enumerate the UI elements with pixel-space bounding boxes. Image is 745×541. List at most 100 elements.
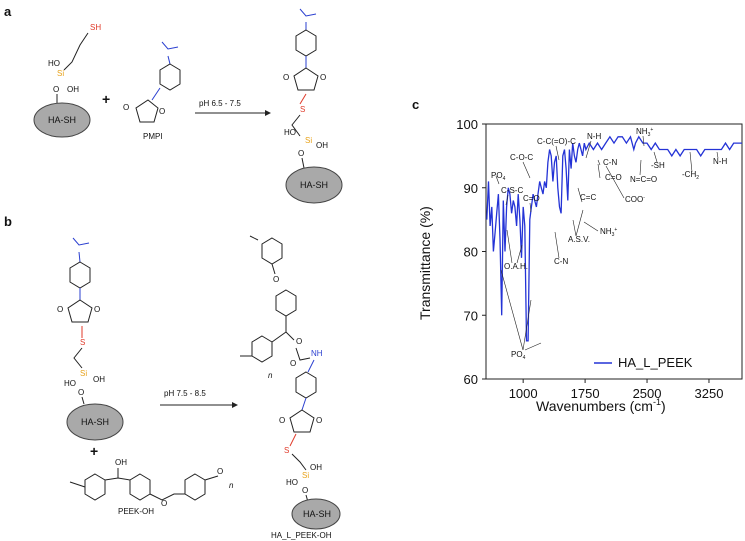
y-tick-label-2: 80 [464, 245, 478, 260]
spectrum-line [486, 135, 742, 342]
y-tick-label-0: 60 [464, 372, 478, 387]
ann-asv: A.S.V. [568, 235, 590, 244]
peek-right-terminal [204, 475, 219, 481]
b-plus-sign: + [90, 443, 98, 459]
pb-ring-phenyl [295, 371, 317, 399]
peek-ring-2 [129, 473, 151, 501]
b-si-o [81, 396, 85, 405]
pb-chain [291, 453, 307, 471]
x-axis-label: Wavenumbers (cm-1) [536, 397, 666, 414]
pmpi-benzene-ring [159, 63, 181, 91]
ann-c-s-c: C-S-C [501, 186, 523, 195]
peek-ring-3 [184, 473, 206, 501]
maleimide-o-1: O [123, 103, 129, 112]
product-a-ho: HO [284, 128, 296, 137]
pb-ring-mid [275, 289, 297, 317]
ann-po4-bottom: PO4 [511, 350, 526, 361]
peek-repeat-n: n [229, 481, 234, 490]
pmpi-n-bond [151, 87, 161, 101]
ha-sh-particle [33, 102, 91, 138]
pb-oxygen: O [302, 486, 308, 495]
peek-ether-o: O [161, 499, 167, 508]
pb-oh: OH [310, 463, 322, 472]
ann-c-o-low: C=O [523, 194, 540, 203]
x-axis-label-main: Wavenumbers (cm [536, 398, 653, 414]
y-tick-label-4: 100 [456, 117, 478, 132]
ann-c-o-c: C-O-C [510, 153, 533, 162]
oxygen-label: O [53, 85, 59, 94]
peek-end-o: O [217, 467, 223, 476]
condition-a: pH 6.5 - 7.5 [199, 99, 241, 108]
pb-terminal-top [249, 235, 259, 241]
annotation-leaders [495, 135, 719, 351]
b-silicon: Si [80, 369, 87, 378]
peek-ring-1 [84, 473, 106, 501]
pb-o-2: O [316, 416, 322, 425]
arrowhead-b [232, 402, 238, 408]
pmpi-label: PMPI [143, 132, 163, 141]
product-a-o-1: O [283, 73, 289, 82]
pb-sulfur: S [284, 446, 289, 455]
pb-repeat-n: n [268, 371, 273, 380]
pb-nh: NH [311, 349, 323, 358]
pb-particle-label: HA-SH [303, 509, 331, 519]
silicon-label: Si [57, 69, 64, 78]
x-axis-label-sup: -1 [653, 397, 661, 407]
pb-carbonyl-o: O [290, 359, 296, 368]
panel-label-b: b [4, 214, 12, 229]
product-a-silicon: Si [305, 136, 312, 145]
b-ho: HO [64, 379, 76, 388]
pb-imide-n [301, 397, 307, 411]
y-axis-label: Transmittance (%) [417, 206, 433, 320]
pb-ring-left [251, 335, 273, 363]
ann-ncо: N=C=O [630, 175, 657, 184]
product-a-particle-label: HA-SH [300, 180, 328, 190]
b-chain [73, 347, 83, 369]
maleimide-ring [135, 99, 159, 123]
ann-nh3-2: NH3+ [636, 127, 653, 138]
b-particle-label: HA-SH [81, 417, 109, 427]
b-sulfur: S [80, 338, 85, 347]
product-a-benzene [295, 29, 317, 57]
b-oh: OH [93, 375, 105, 384]
product-a-oxygen: O [298, 149, 304, 158]
x-axis-ticks: 1000 1750 2500 3250 [509, 379, 723, 401]
isocyanate-group [161, 41, 179, 50]
ann-c-n-1: C-N [603, 158, 617, 167]
ann-oah: O.A.H. [504, 262, 528, 271]
product-a-succinimide [293, 67, 319, 91]
pb-o-link-1 [271, 263, 276, 275]
pb-ho: HO [286, 478, 298, 487]
ann-coo: COO- [625, 195, 645, 204]
x-axis-label-close: ) [661, 398, 666, 414]
product-a-oh: OH [316, 141, 328, 150]
ann-n-h-2: N-H [713, 157, 727, 166]
isocyanate-n-bond [167, 55, 171, 65]
x-tick-label-1: 1750 [571, 386, 600, 401]
b-benzene [69, 261, 91, 289]
peek-methine-link [104, 477, 131, 481]
pb-ring-top [261, 237, 283, 265]
maleimide-o-2: O [159, 107, 165, 116]
pb-carbamate [295, 347, 311, 361]
pb-o-1: O [279, 416, 285, 425]
y-tick-label-1: 70 [464, 308, 478, 323]
condition-b: pH 7.5 - 8.5 [164, 389, 206, 398]
propyl-chain [63, 32, 89, 71]
pb-methine-link [271, 331, 295, 343]
ann-c-c: C=C [580, 193, 596, 202]
pb-ether-o: O [273, 275, 279, 284]
pb-nh-bond [307, 359, 315, 373]
hydroxyl-label-1: HO [48, 59, 60, 68]
product-a-isocyanate [299, 8, 317, 17]
pb-product-label: HA_L_PEEK-OH [271, 531, 332, 540]
thioether-bond [299, 93, 307, 105]
b-o-2: O [94, 305, 100, 314]
peek-hydroxyl: OH [115, 458, 127, 467]
particle-label: HA-SH [48, 115, 76, 125]
peek-left-terminal [69, 481, 86, 488]
b-succinimide [67, 299, 93, 323]
ann-c-n-2: C-N [554, 257, 568, 266]
pb-thioether [289, 433, 297, 447]
